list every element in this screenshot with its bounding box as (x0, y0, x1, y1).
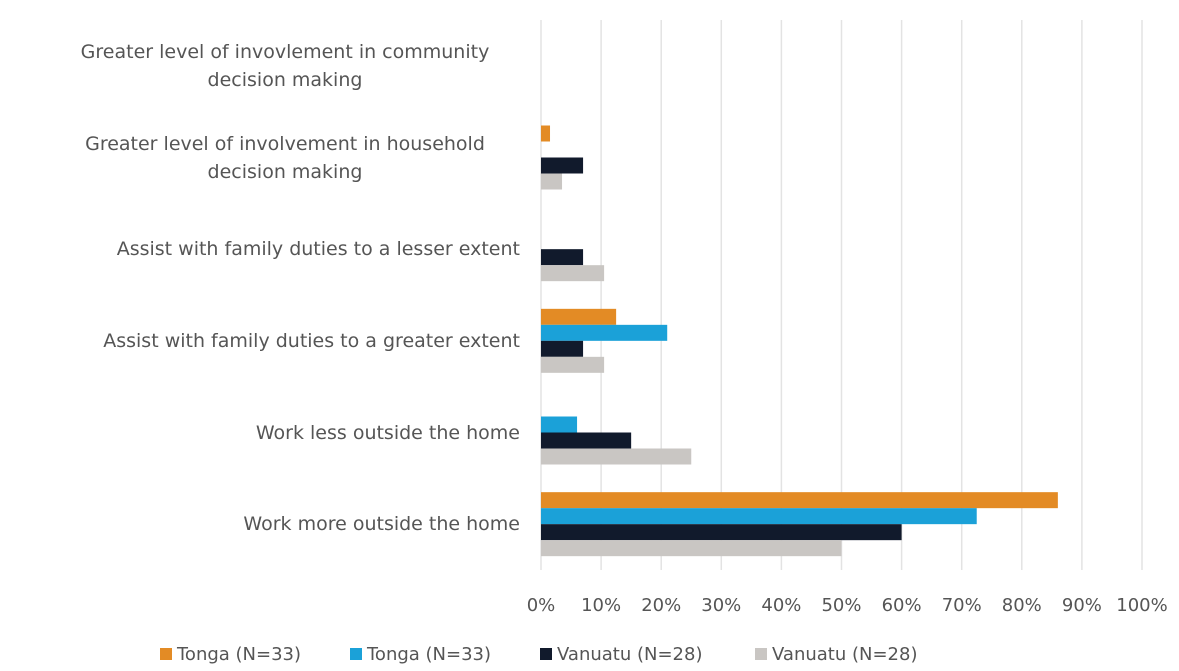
category-label: Greater level of involvement in househol… (50, 130, 520, 186)
category-label: Greater level of invovlement in communit… (50, 38, 520, 94)
bar (541, 125, 551, 142)
category-text: Greater level of involvement in househol… (85, 132, 485, 183)
bar (541, 524, 902, 541)
category-text: Assist with family duties to a greater e… (103, 329, 520, 352)
x-tick-label: 70% (942, 595, 982, 616)
x-tick-label: 60% (882, 595, 922, 616)
category-label: Assist with family duties to a greater e… (103, 327, 520, 355)
bar (541, 249, 584, 266)
category-label: Work less outside the home (256, 419, 520, 447)
legend-label: Tonga (N=33) (366, 644, 491, 665)
legend-swatch (160, 648, 172, 660)
bar (541, 324, 668, 341)
bar (541, 448, 692, 465)
bar (541, 508, 977, 525)
legend-label: Tonga (N=33) (176, 644, 301, 665)
x-tick-label: 20% (641, 595, 681, 616)
legend-label: Vanuatu (N=28) (772, 644, 917, 665)
category-label: Assist with family duties to a lesser ex… (117, 235, 520, 263)
legend-swatch (755, 648, 767, 660)
bar (541, 416, 578, 433)
x-tick-label: 10% (581, 595, 621, 616)
category-text: Work more outside the home (243, 513, 520, 536)
bar (541, 356, 605, 373)
bar (541, 265, 605, 282)
x-tick-label: 0% (527, 595, 556, 616)
legend-swatch (540, 648, 552, 660)
category-text: Greater level of invovlement in communit… (80, 40, 490, 91)
x-tick-label: 90% (1062, 595, 1102, 616)
bar (541, 157, 584, 174)
bar (541, 432, 632, 449)
bar (541, 540, 842, 557)
bar (541, 492, 1058, 509)
category-label: Work more outside the home (243, 510, 520, 538)
x-tick-label: 50% (821, 595, 861, 616)
category-text: Assist with family duties to a lesser ex… (116, 238, 520, 261)
legend-swatch (350, 648, 362, 660)
bar (541, 340, 584, 357)
x-tick-label: 100% (1116, 595, 1167, 616)
x-tick-label: 30% (701, 595, 741, 616)
bar (541, 308, 617, 325)
x-tick-label: 80% (1002, 595, 1042, 616)
legend-label: Vanuatu (N=28) (557, 644, 702, 665)
x-tick-label: 40% (761, 595, 801, 616)
bar (541, 173, 563, 190)
category-text: Work less outside the home (255, 421, 520, 444)
